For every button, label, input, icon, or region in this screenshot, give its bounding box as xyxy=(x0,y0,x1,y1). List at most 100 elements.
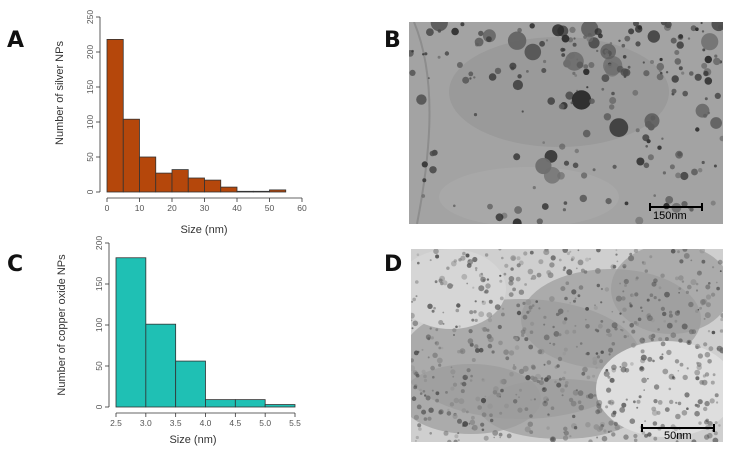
nanoparticle xyxy=(454,434,459,439)
nanoparticle xyxy=(517,74,522,79)
nanoparticle xyxy=(582,129,591,138)
nanoparticle xyxy=(486,36,492,42)
nanoparticle xyxy=(487,318,493,323)
nanoparticle xyxy=(697,399,703,405)
nanoparticle xyxy=(486,278,490,281)
nanoparticle xyxy=(494,67,502,75)
nanoparticle xyxy=(411,358,414,363)
nanoparticle xyxy=(456,62,463,68)
nanoparticle xyxy=(595,366,598,370)
nanoparticle xyxy=(704,372,710,377)
nanoparticle xyxy=(716,345,723,352)
nanoparticle xyxy=(585,307,589,311)
nanoparticle xyxy=(640,306,643,309)
nanoparticle xyxy=(633,433,638,439)
nanoparticle xyxy=(608,399,615,406)
nanoparticle xyxy=(639,366,644,370)
nanoparticle xyxy=(703,406,708,412)
nanoparticle xyxy=(493,386,499,392)
nanoparticle xyxy=(600,320,604,323)
nanoparticle xyxy=(575,389,578,392)
nanoparticle xyxy=(516,303,521,308)
nanoparticle xyxy=(717,259,723,265)
nanoparticle xyxy=(471,318,475,322)
nanoparticle xyxy=(519,388,522,392)
nanoparticle xyxy=(564,329,570,335)
nanoparticle xyxy=(539,40,545,47)
nanoparticle xyxy=(478,30,484,37)
nanoparticle xyxy=(678,66,683,71)
nanoparticle xyxy=(712,437,719,442)
silver-ylabel: Number of silver NPs xyxy=(54,41,66,145)
nanoparticle xyxy=(577,259,584,266)
panel-letter-d: D xyxy=(384,252,403,277)
nanoparticle xyxy=(421,369,426,374)
nanoparticle xyxy=(430,365,435,371)
nanoparticle xyxy=(615,249,618,252)
nanoparticle xyxy=(498,340,503,346)
nanoparticle xyxy=(575,267,578,270)
x-tick-label: 5.5 xyxy=(289,418,301,428)
nanoparticle xyxy=(709,398,715,404)
nanoparticle xyxy=(577,294,581,298)
bar-10 xyxy=(269,189,287,193)
nanoparticle xyxy=(566,251,570,256)
nanoparticle xyxy=(701,259,706,264)
nanoparticle xyxy=(608,347,614,353)
nanoparticle xyxy=(638,395,642,399)
nanoparticle xyxy=(678,338,683,343)
nanoparticle xyxy=(564,296,568,301)
nanoparticle xyxy=(694,73,702,81)
nanoparticle xyxy=(528,344,534,350)
nanoparticle xyxy=(494,304,501,310)
nanoparticle xyxy=(695,103,710,118)
nanoparticle xyxy=(710,380,715,385)
nanoparticle xyxy=(513,153,521,161)
nanoparticle xyxy=(656,410,661,415)
nanoparticle xyxy=(588,257,592,260)
nanoparticle xyxy=(698,421,702,425)
nanoparticle xyxy=(627,335,630,338)
nanoparticle xyxy=(530,321,535,326)
nanoparticle xyxy=(518,396,520,399)
nanoparticle xyxy=(565,91,574,100)
nanoparticle xyxy=(507,31,527,50)
nanoparticle xyxy=(615,295,622,302)
nanoparticle xyxy=(460,389,465,394)
nanoparticle xyxy=(627,65,631,69)
bar-0 xyxy=(115,257,147,408)
nanoparticle xyxy=(696,270,702,276)
nanoparticle xyxy=(651,281,657,287)
nanoparticle xyxy=(429,327,432,330)
nanoparticle xyxy=(611,91,615,96)
nanoparticle xyxy=(415,435,419,440)
nanoparticle xyxy=(421,194,426,198)
nanoparticle xyxy=(577,400,582,404)
nanoparticle xyxy=(631,329,636,334)
y-tick-label: 100 xyxy=(94,318,104,332)
nanoparticle xyxy=(482,402,485,405)
nanoparticle xyxy=(441,346,444,350)
nanoparticle xyxy=(546,426,550,430)
nanoparticle xyxy=(411,365,416,372)
nanoparticle xyxy=(416,404,422,410)
nanoparticle xyxy=(416,94,427,105)
nanoparticle xyxy=(711,292,716,297)
nanoparticle xyxy=(656,73,664,81)
nanoparticle xyxy=(695,309,699,313)
nanoparticle xyxy=(512,218,522,224)
nanoparticle xyxy=(611,401,614,404)
nanoparticle xyxy=(704,312,711,319)
nanoparticle xyxy=(571,289,577,295)
nanoparticle xyxy=(477,405,482,410)
nanoparticle xyxy=(601,87,605,91)
nanoparticle xyxy=(450,366,453,369)
nanoparticle xyxy=(594,304,596,306)
nanoparticle xyxy=(612,264,617,269)
nanoparticle xyxy=(606,333,609,336)
nanoparticle xyxy=(490,418,494,423)
nanoparticle xyxy=(518,289,525,295)
nanoparticle xyxy=(471,358,476,362)
nanoparticle xyxy=(715,281,718,284)
